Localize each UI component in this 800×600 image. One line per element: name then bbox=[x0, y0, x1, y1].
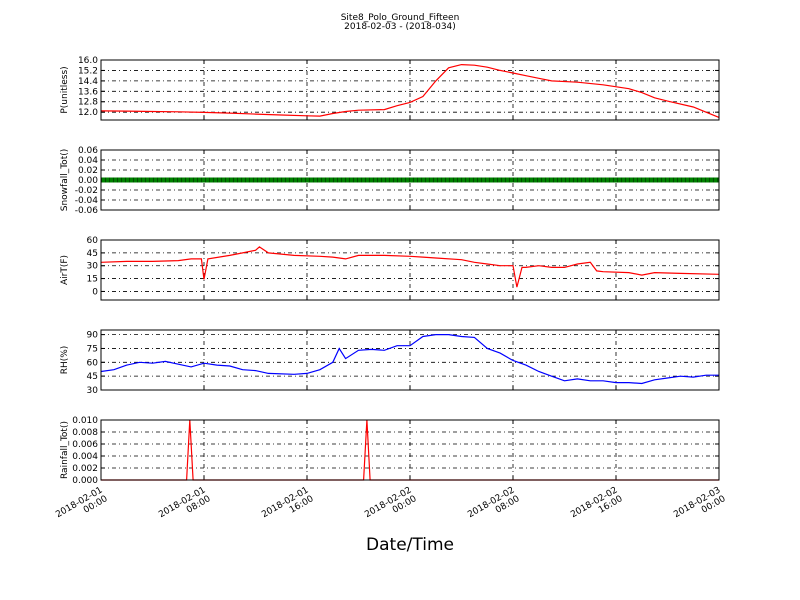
y-tick-label: 60 bbox=[87, 236, 99, 246]
y-tick-label: 13.6 bbox=[78, 87, 98, 97]
y-tick-label: 12.8 bbox=[78, 98, 98, 108]
series-line-2 bbox=[100, 246, 720, 288]
y-tick-label: 0 bbox=[92, 287, 98, 297]
panel-1: -0.06-0.04-0.020.000.020.040.06 Snowfall_… bbox=[60, 146, 720, 216]
y-tick-label: -0.06 bbox=[75, 206, 99, 216]
y-tick-label: 15 bbox=[87, 275, 98, 285]
y-tick-label: 0.008 bbox=[72, 428, 98, 438]
chart-title: Site8_Polo_Ground_Fifteen bbox=[341, 13, 460, 23]
y-tick-label: 0.02 bbox=[78, 166, 98, 176]
y-tick-label: 60 bbox=[87, 358, 99, 368]
y-tick-label: 0.06 bbox=[78, 146, 98, 156]
panel-frame bbox=[100, 419, 720, 481]
chart-subtitle: 2018-02-03 - (2018-034) bbox=[344, 22, 456, 32]
y-tick-label: 15.2 bbox=[78, 66, 98, 76]
y-tick-label: 45 bbox=[87, 372, 98, 382]
y-tick-label: 0.004 bbox=[72, 452, 98, 462]
panel-4: 0.000 0.002 0.004 0.006 0.008 0.010Rainfall_T… bbox=[60, 416, 720, 486]
y-tick-label: 14.4 bbox=[78, 77, 98, 87]
y-tick-label: 0.00 bbox=[78, 176, 98, 186]
y-tick-label: 12.0 bbox=[78, 108, 98, 118]
y-tick-label: 0.010 bbox=[72, 416, 98, 426]
y-tick-label: -0.04 bbox=[75, 196, 99, 206]
y-tick-label: 16.0 bbox=[78, 56, 98, 66]
y-axis-label: Rainfall_Tot() bbox=[60, 421, 70, 479]
y-axis-label: P(unitless) bbox=[60, 66, 70, 113]
y-axis-label: RH(%) bbox=[60, 346, 70, 375]
y-tick-label: 0.006 bbox=[72, 440, 98, 450]
y-tick-label: 30 bbox=[87, 262, 99, 272]
panel-frame bbox=[100, 149, 720, 211]
y-tick-label: 45 bbox=[87, 249, 98, 259]
y-tick-label: 0.002 bbox=[72, 464, 98, 474]
panel-2: 0 15 30 45 60 AirT(F) bbox=[60, 236, 720, 301]
series-line-0 bbox=[100, 63, 720, 118]
y-tick-label: -0.02 bbox=[75, 186, 98, 196]
y-axis-label: Snowfall_Tot() bbox=[60, 149, 70, 212]
panel-frame bbox=[100, 239, 720, 301]
y-tick-label: 0.04 bbox=[78, 156, 98, 166]
panel-0: 12.012.813.614.415.216.0 P(unitless) bbox=[60, 56, 720, 121]
y-tick-label: 90 bbox=[87, 331, 99, 341]
y-tick-label: 0.000 bbox=[72, 476, 98, 486]
chart-panels: 12.012.813.614.415.216.0 P(unitless) -0.06… bbox=[54, 56, 728, 520]
series-line-3 bbox=[100, 334, 719, 385]
y-tick-label: 30 bbox=[87, 386, 99, 396]
panel-3: 30 45 60 75 90 RH(%) bbox=[60, 329, 720, 396]
panel-frame bbox=[100, 59, 720, 121]
y-tick-label: 75 bbox=[87, 344, 98, 354]
y-axis-label: AirT(F) bbox=[60, 255, 70, 285]
x-axis-label: Date/Time bbox=[366, 535, 454, 555]
panel-frame bbox=[100, 329, 720, 391]
